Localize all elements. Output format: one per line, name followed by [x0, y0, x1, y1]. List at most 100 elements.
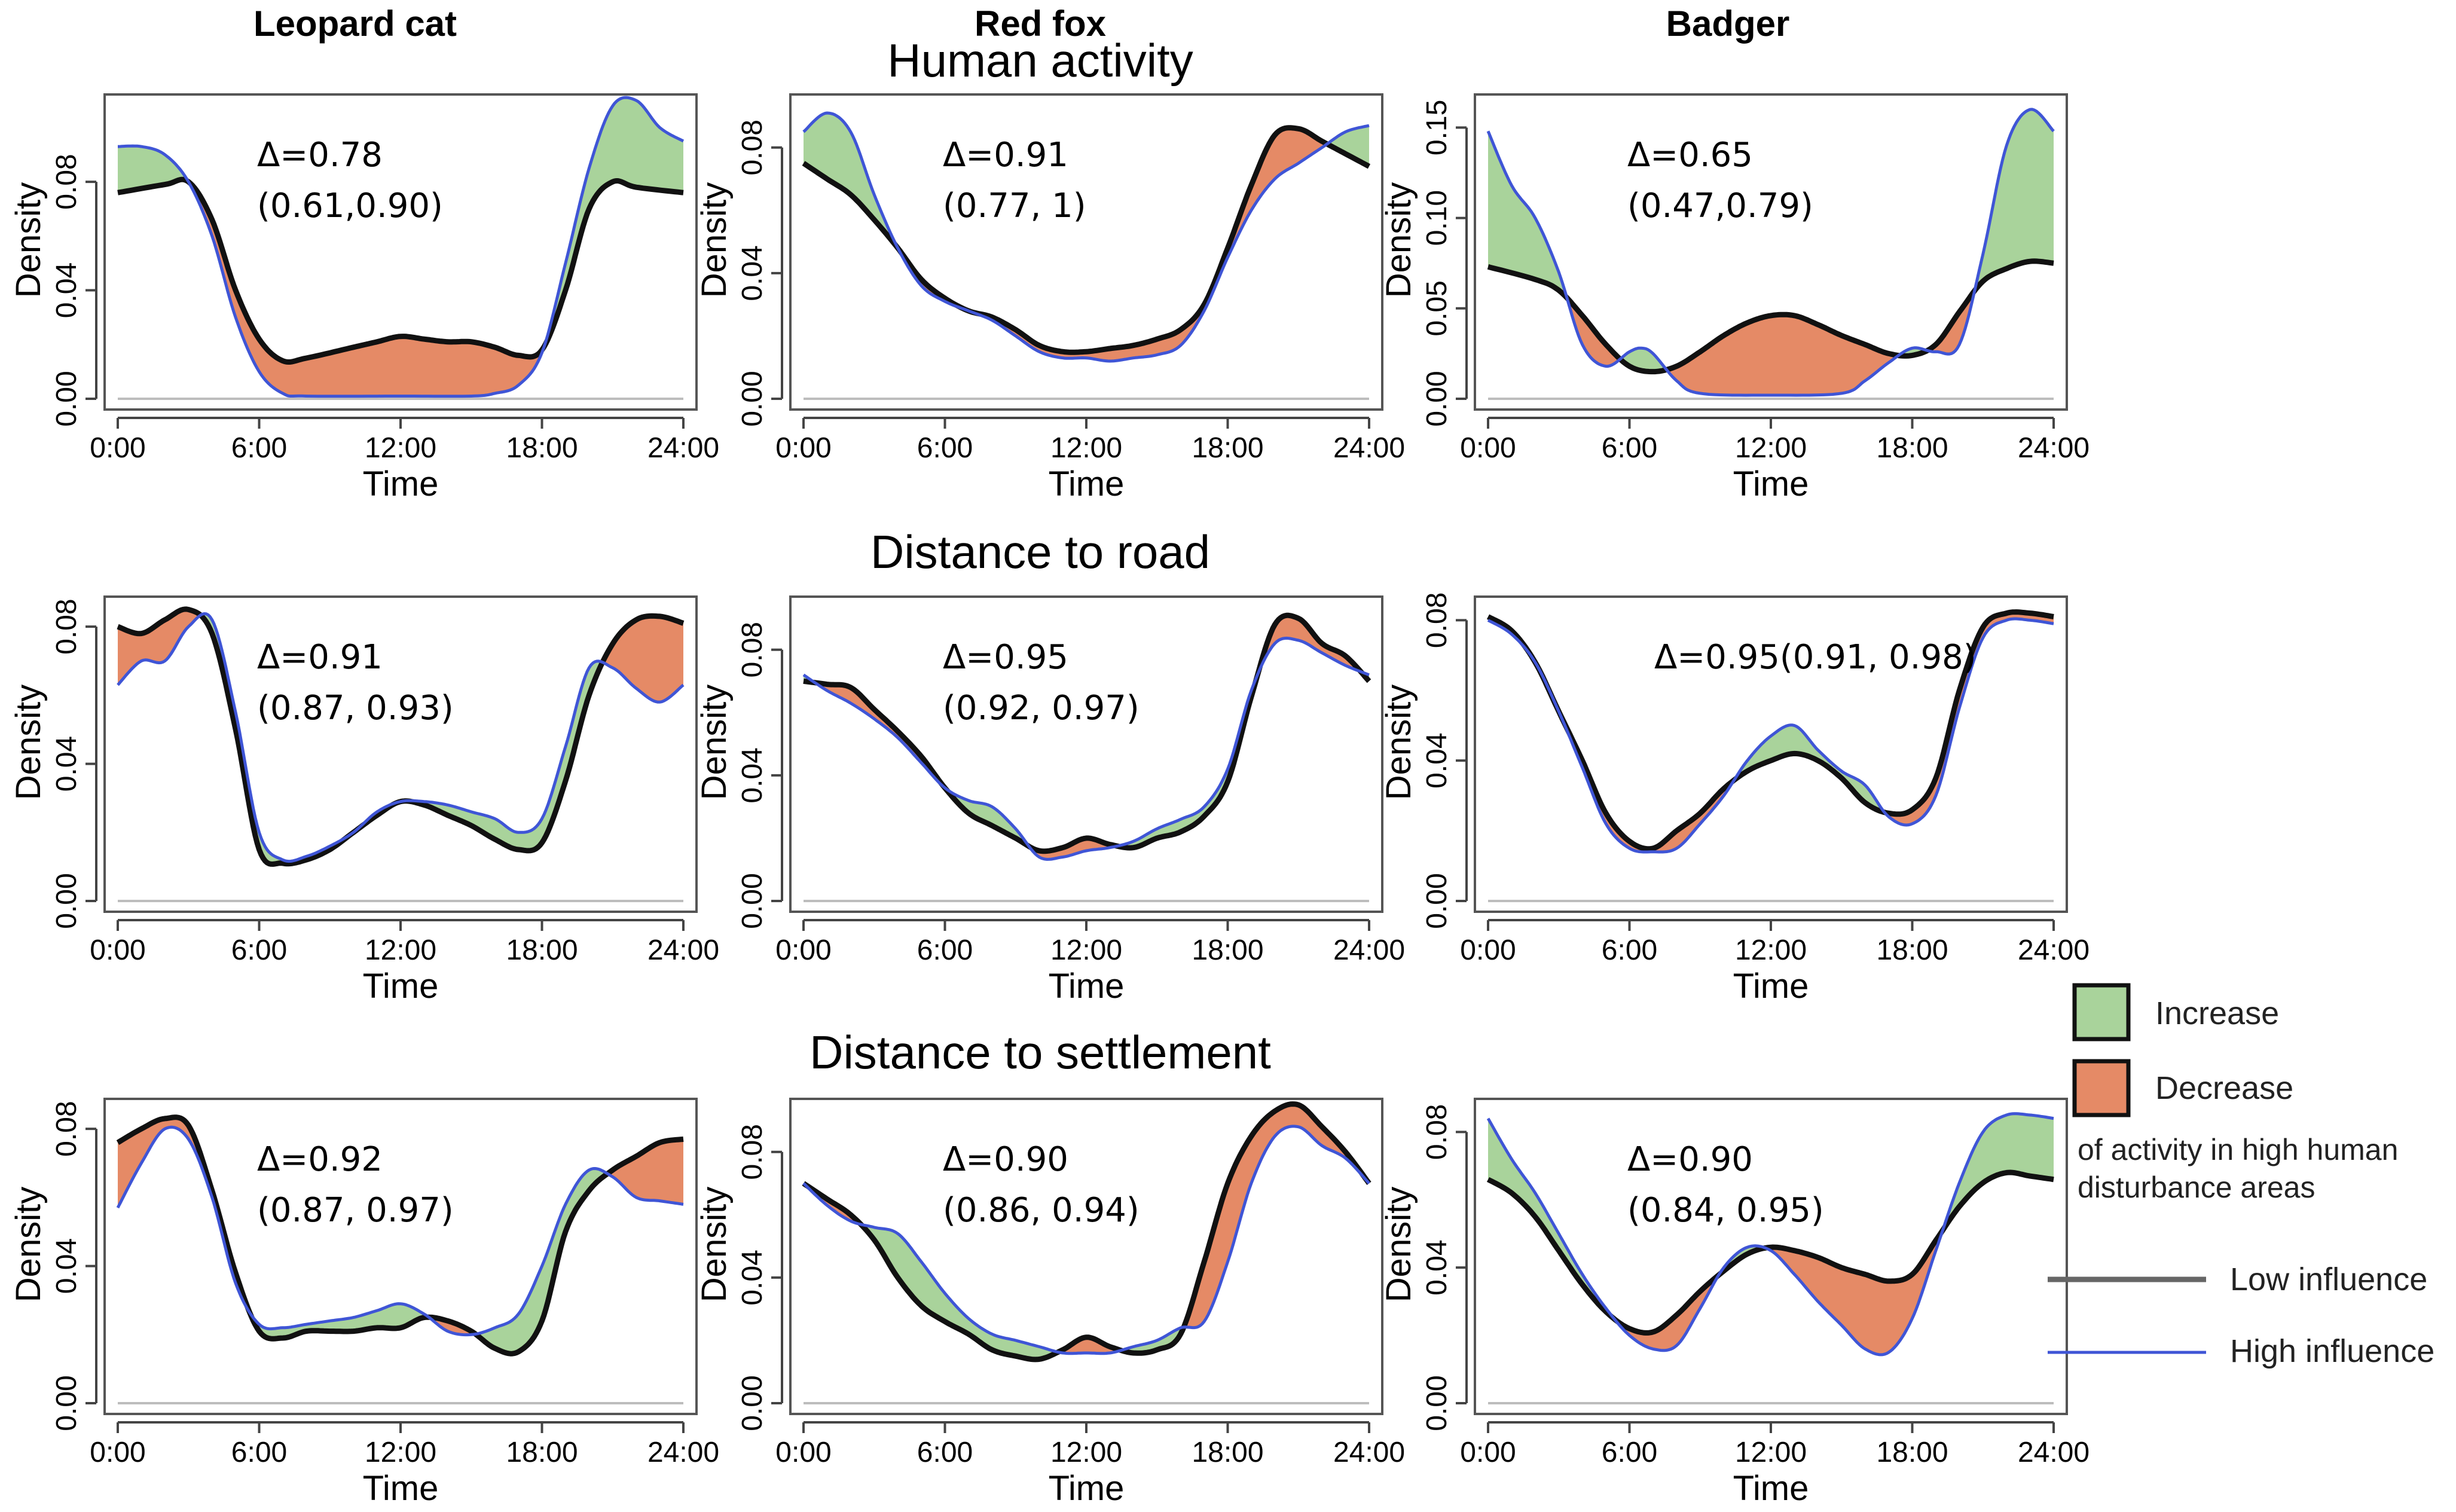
x-tick-label: 24:00	[1333, 934, 1405, 966]
overlap-delta: Δ=0.91	[257, 638, 383, 677]
overlap-confidence-interval: (0.87, 0.93)	[257, 689, 454, 728]
x-tick-label: 24:00	[647, 432, 719, 464]
y-axis-label: Density	[1379, 182, 1418, 298]
panel-human-activity-badger: 0:00 6:00 12:00 18:00 24:00 Time 0.00 0.05 0.10 0…	[1379, 93, 2090, 503]
legend-note-line1: of activity in high human	[2078, 1133, 2398, 1166]
high-influence-curve	[117, 612, 685, 863]
panel-distance-to-road-leopard-cat: 0:00 6:00 12:00 18:00 24:00 Time 0.00 0.04 0.08D…	[9, 595, 719, 1006]
legend-increase-label: Increase	[2155, 995, 2279, 1031]
decrease-area	[897, 248, 969, 311]
high-influence-curve	[117, 96, 685, 398]
y-axis-label: Density	[695, 182, 734, 298]
y-axis-label: Density	[9, 685, 48, 800]
y-tick-label: 0.00	[737, 873, 768, 928]
x-tick-label: 0:00	[775, 934, 831, 966]
x-tick-label: 0:00	[775, 432, 831, 464]
x-tick-label: 12:00	[1735, 1437, 1807, 1468]
x-axis-label: Time	[1049, 1469, 1125, 1508]
x-axis-label: Time	[1049, 465, 1125, 503]
overlap-confidence-interval: (0.86, 0.94)	[943, 1191, 1140, 1230]
x-tick-label: 6:00	[917, 934, 973, 966]
decrease-area	[1028, 838, 1119, 860]
y-axis-label: Density	[1379, 1187, 1418, 1302]
low-influence-curve	[116, 606, 685, 867]
y-tick-label: 0.04	[51, 262, 83, 318]
legend-low-influence-label: Low influence	[2230, 1261, 2427, 1297]
x-tick-label: 12:00	[365, 934, 436, 966]
x-tick-label: 18:00	[1876, 432, 1948, 464]
decrease-area	[1614, 1274, 1719, 1351]
increase-area	[804, 113, 899, 251]
increase-area	[1327, 126, 1369, 167]
y-tick-label: 0.05	[1421, 280, 1453, 336]
increase-area	[1488, 131, 1568, 298]
x-axis-label: Time	[1733, 967, 1809, 1006]
decrease-area	[1926, 290, 1975, 355]
high-influence-curve	[802, 636, 1370, 861]
y-tick-label: 0.04	[51, 736, 83, 792]
x-tick-label: 18:00	[506, 1437, 578, 1468]
x-tick-label: 6:00	[231, 934, 287, 966]
x-tick-label: 18:00	[1192, 432, 1263, 464]
plot-frame	[103, 595, 698, 913]
species-title-badger: Badger	[1666, 4, 1790, 44]
decrease-area	[968, 127, 1328, 361]
x-tick-label: 6:00	[1602, 432, 1657, 464]
panel-distance-to-road-badger: 0:00 6:00 12:00 18:00 24:00 Time 0.00 0.04 0.08 D…	[1379, 592, 2090, 1006]
x-axis-label: Time	[363, 1469, 439, 1508]
low-influence-curve	[802, 1101, 1371, 1363]
y-tick-label: 0.04	[737, 245, 768, 301]
difference-fills	[1488, 1113, 2054, 1355]
overlap-confidence-interval: (0.87, 0.97)	[257, 1191, 454, 1230]
panel-distance-to-road-red-fox: 0:00 6:00 12:00 18:00 24:00 Time 0.00 0.04 0.08D…	[695, 595, 1405, 1006]
high-influence-curve	[1487, 617, 2054, 854]
panel-human-activity-red-fox: 0:00 6:00 12:00 18:00 24:00 Time 0.00 0.04 0.08D…	[695, 93, 1405, 503]
plot-frame	[1474, 93, 2068, 411]
overlap-delta: Δ=0.78	[257, 136, 383, 175]
y-tick-label: 0.08	[51, 154, 83, 209]
panel-distance-to-settlement-red-fox: 0:00 6:00 12:00 18:00 24:00 Time 0.00 0.04 0.08D…	[695, 1098, 1405, 1508]
plot-frame	[1474, 1098, 2068, 1415]
y-tick-label: 0.08	[737, 120, 768, 175]
decrease-area	[118, 609, 201, 685]
overlap-confidence-interval: (0.77, 1)	[943, 187, 1086, 225]
y-axis-label: Density	[1379, 685, 1418, 800]
legend-high-influence-label: High influence	[2230, 1333, 2434, 1369]
x-tick-label: 18:00	[506, 432, 578, 464]
x-axis-label: Time	[1733, 465, 1809, 503]
overlap-confidence-interval: (0.61,0.90)	[257, 187, 443, 225]
y-tick-label: 0.00	[1421, 371, 1453, 426]
difference-fills	[1488, 109, 2054, 396]
high-influence-curve	[802, 111, 1370, 363]
plot-frame	[789, 595, 1383, 913]
plot-frame	[1474, 595, 2068, 913]
y-tick-label: 0.00	[51, 1375, 83, 1431]
legend-note-line2: disturbance areas	[2078, 1171, 2315, 1204]
y-axis-label: Density	[9, 1187, 48, 1302]
low-influence-curve	[117, 176, 684, 365]
x-tick-label: 12:00	[1050, 1437, 1122, 1468]
y-axis-label: Density	[9, 182, 48, 298]
plot-frame	[789, 1098, 1383, 1415]
decrease-area	[1183, 1104, 1369, 1330]
y-tick-label: 0.04	[737, 747, 768, 803]
y-tick-label: 0.00	[51, 371, 83, 426]
decrease-area	[1058, 1337, 1122, 1354]
x-axis-label: Time	[1733, 1469, 1809, 1508]
difference-fills	[804, 1104, 1369, 1360]
x-tick-label: 18:00	[1192, 1437, 1263, 1468]
x-tick-label: 12:00	[1050, 432, 1122, 464]
overlap-delta: Δ=0.95	[943, 638, 1068, 677]
y-tick-label: 0.04	[737, 1250, 768, 1305]
low-influence-curve	[802, 612, 1371, 854]
x-tick-label: 12:00	[1735, 934, 1807, 966]
overlap-delta: Δ=0.91	[943, 136, 1068, 175]
high-influence-curve	[1486, 108, 2055, 397]
decrease-area	[814, 682, 945, 788]
difference-fills	[804, 615, 1369, 860]
x-tick-label: 6:00	[1602, 934, 1657, 966]
y-tick-label: 0.00	[737, 1375, 768, 1431]
x-tick-label: 6:00	[1602, 1437, 1657, 1468]
overlap-delta: Δ=0.90	[1627, 1140, 1753, 1179]
